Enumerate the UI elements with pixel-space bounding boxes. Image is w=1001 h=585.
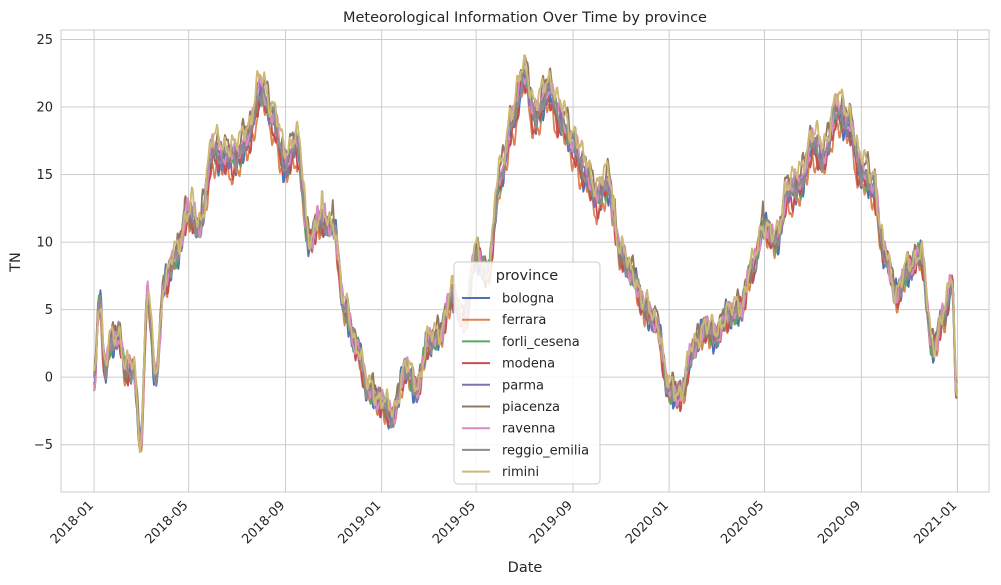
legend-box bbox=[453, 261, 601, 485]
legend-label: rimini bbox=[502, 465, 539, 480]
y-tick-label: 5 bbox=[45, 303, 53, 318]
series-line-rimini bbox=[93, 54, 958, 454]
legend-title: province bbox=[496, 268, 558, 284]
y-tick-label: 0 bbox=[45, 371, 53, 386]
legend-label: reggio_emilia bbox=[502, 443, 589, 458]
legend-label: modena bbox=[502, 357, 555, 372]
y-tick-labels: −5 0 5 10 15 20 25 bbox=[34, 33, 53, 453]
legend-label: piacenza bbox=[502, 400, 560, 415]
legend: province bologna ferrara forli_cesenamoden… bbox=[453, 261, 601, 485]
legend-label: ferrara bbox=[502, 313, 546, 328]
plot-frame bbox=[60, 29, 990, 493]
chart-title: Meteorological Information Over Time by … bbox=[343, 10, 707, 26]
series-line-reggio-emilia bbox=[93, 67, 958, 442]
y-tick-label: 20 bbox=[36, 101, 53, 116]
y-tick-label: 10 bbox=[36, 236, 53, 251]
legend-label: parma bbox=[502, 378, 544, 393]
legend-label: forli_cesena bbox=[502, 335, 580, 350]
y-axis-title: TN bbox=[8, 252, 24, 273]
y-tick-label: 25 bbox=[36, 33, 53, 48]
legend-label: bologna bbox=[502, 292, 554, 307]
x-axis-title: Date bbox=[508, 560, 543, 576]
y-tick-label: 15 bbox=[36, 168, 53, 183]
legend-label: ravenna bbox=[502, 422, 555, 437]
series-lines bbox=[93, 54, 958, 454]
y-tick-label: −5 bbox=[34, 438, 53, 453]
